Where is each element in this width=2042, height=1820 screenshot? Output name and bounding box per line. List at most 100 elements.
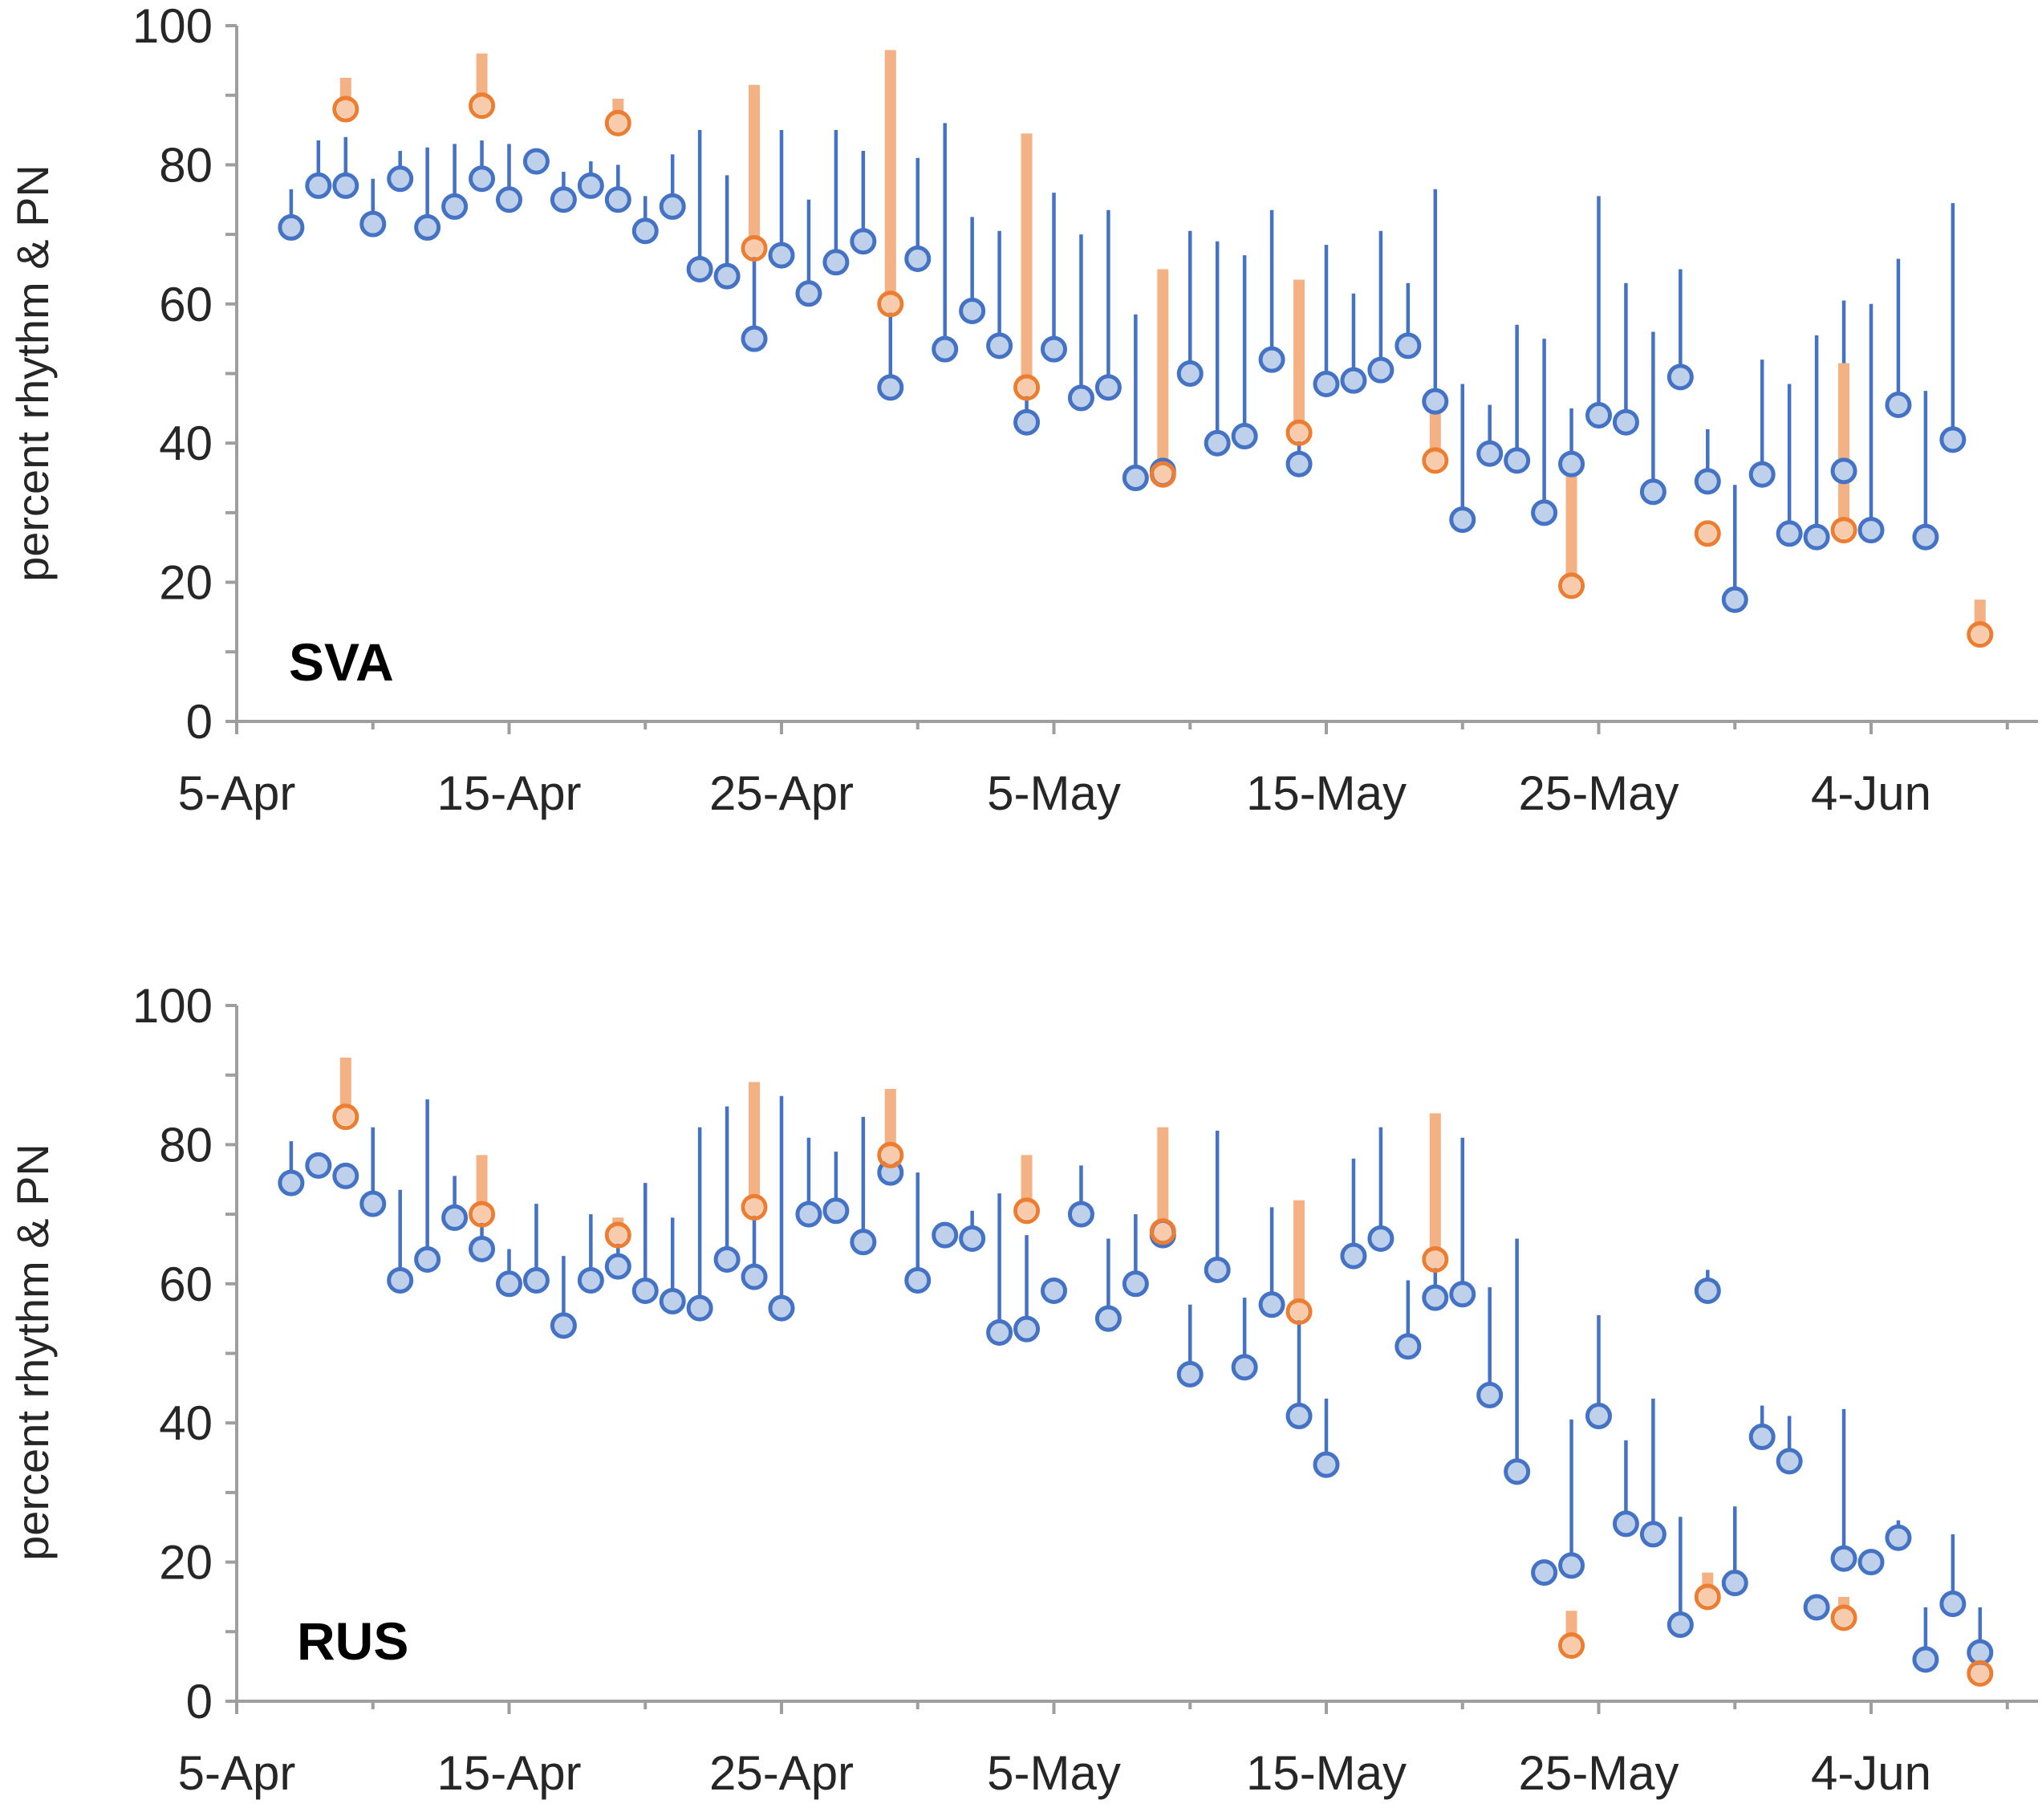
rhythm-point [387, 1266, 414, 1294]
rhythm-point [1857, 517, 1885, 544]
pn-point [1422, 1245, 1449, 1273]
rhythm-point [986, 332, 1013, 360]
rhythm-point [1122, 465, 1149, 492]
rhythm-point [1939, 426, 1967, 453]
rhythm-point [441, 1204, 469, 1231]
y-tick-label: 0 [186, 695, 213, 749]
rhythm-point [904, 1266, 932, 1294]
rhythm-point [1639, 478, 1666, 506]
rhythm-point [1912, 523, 1939, 550]
pn-point-fill [473, 1205, 491, 1224]
y-tick-label: 40 [159, 1396, 213, 1450]
pn-point [877, 290, 904, 318]
rhythm-point [1067, 1200, 1094, 1228]
rhythm-point [932, 1221, 959, 1249]
pn-point [1013, 374, 1041, 401]
pn-point-fill [745, 239, 764, 258]
x-tick-label: 5-Apr [178, 766, 296, 820]
pn-point-fill [1017, 1201, 1036, 1220]
pn-point-fill [1699, 1587, 1717, 1606]
pn-point [1422, 447, 1449, 474]
rhythm-point [1422, 1284, 1449, 1311]
rhythm-point [1394, 332, 1422, 360]
rhythm-point [1912, 1646, 1939, 1673]
rhythm-point [1694, 1277, 1721, 1304]
pn-point [877, 1141, 904, 1168]
rhythm-point [1013, 1315, 1041, 1343]
rhythm-point [1639, 1521, 1666, 1548]
rhythm-point [1394, 1333, 1422, 1360]
pn-point [1149, 1218, 1176, 1245]
rhythm-point [522, 1266, 550, 1294]
rhythm-point [1776, 520, 1803, 547]
pn-point [1830, 517, 1857, 544]
rhythm-point [1367, 356, 1394, 384]
x-tick-label: 4-Jun [1811, 1746, 1931, 1800]
pn-point-fill [1017, 378, 1036, 396]
rhythm-point [1531, 1559, 1558, 1586]
rhythm-point [1558, 450, 1585, 477]
pn-point-fill [1971, 1664, 1989, 1683]
rhythm-point [1176, 1361, 1204, 1388]
rhythm-point [604, 186, 631, 213]
rhythm-point [1721, 1570, 1748, 1597]
rhythm-point [1666, 1611, 1694, 1639]
rhythm-point [1803, 523, 1830, 550]
rhythm-point [741, 325, 768, 352]
x-tick-label: 5-May [987, 1746, 1121, 1800]
rhythm-point [1504, 1458, 1531, 1485]
rhythm-point [1694, 468, 1721, 495]
rhythm-point [1830, 1545, 1857, 1572]
y-axis-title: percent rhythm & PN [7, 1144, 58, 1561]
rhythm-point [577, 172, 604, 199]
rhythm-point [795, 280, 822, 307]
pn-point-fill [1290, 1302, 1309, 1321]
rhythm-point [768, 1294, 795, 1322]
rhythm-point [1067, 384, 1094, 412]
rhythm-point [1531, 499, 1558, 526]
rhythm-point [877, 374, 904, 401]
rhythm-point [1666, 364, 1694, 391]
pn-point-fill [336, 1107, 355, 1126]
rhythm-point [713, 1245, 741, 1273]
rhythm-point [1449, 1281, 1476, 1308]
rhythm-point [1231, 423, 1258, 450]
rhythm-point [1204, 1256, 1231, 1283]
rhythm-point [659, 1287, 686, 1314]
pn-point [741, 1193, 768, 1221]
chart-panel-rus: percent rhythm & PN 0 20 40 60 80 100 5-Apr 15… [7, 979, 2038, 1800]
rhythm-point [631, 217, 659, 245]
rhythm-point [1612, 1510, 1639, 1538]
rhythm-point [1176, 360, 1204, 387]
pn-point [1285, 419, 1313, 446]
rhythm-point [686, 255, 713, 282]
rhythm-point [1885, 1524, 1912, 1551]
rhythm-point [387, 165, 414, 193]
pn-point [332, 95, 359, 123]
rhythm-point [850, 1229, 877, 1256]
rhythm-point [359, 210, 387, 238]
rhythm-point [1313, 371, 1340, 398]
x-tick-label: 25-May [1518, 1746, 1679, 1800]
rhythm-point [1476, 440, 1504, 467]
pn-point [1694, 520, 1721, 547]
pn-point-fill [1699, 524, 1717, 542]
rhythm-point [332, 172, 359, 199]
rhythm-point [332, 1162, 359, 1189]
pn-point-fill [881, 1146, 899, 1164]
rhythm-point [496, 1270, 522, 1298]
y-tick-label: 20 [159, 556, 213, 610]
rhythm-point [1449, 506, 1476, 534]
rhythm-point [1313, 1451, 1340, 1478]
pn-point-fill [1290, 424, 1309, 442]
rhythm-point [1558, 1552, 1585, 1579]
rhythm-point [441, 193, 469, 220]
rhythm-point [1340, 367, 1367, 394]
rhythm-point [550, 186, 577, 213]
rhythm-point [1939, 1590, 1967, 1618]
pn-point-fill [1426, 451, 1444, 469]
rhythm-point [1476, 1382, 1504, 1409]
pn-point [1285, 1298, 1313, 1325]
rhythm-point [1231, 1354, 1258, 1381]
pn-point-fill [1835, 1608, 1853, 1627]
